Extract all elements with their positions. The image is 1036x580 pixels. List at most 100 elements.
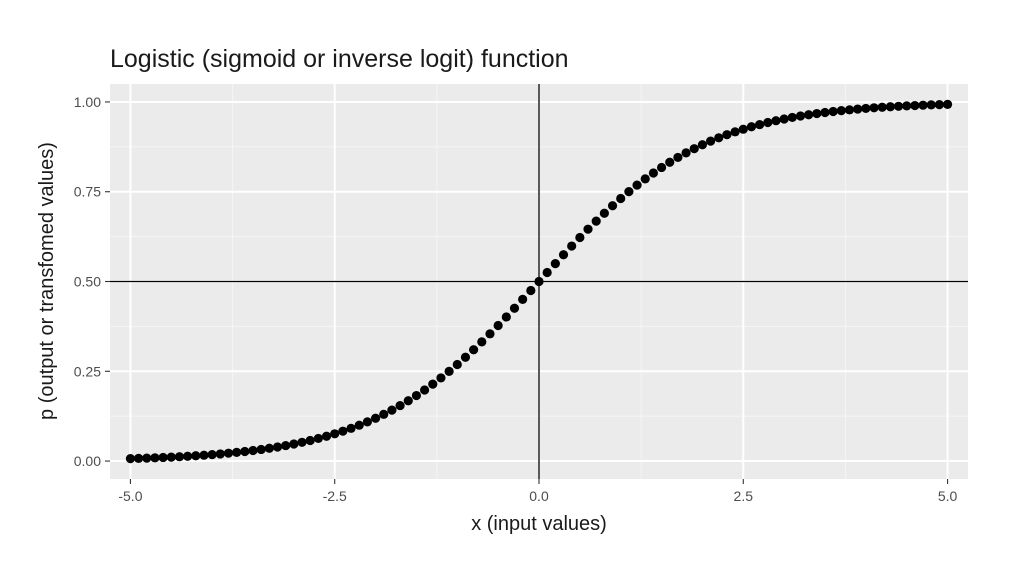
data-point	[681, 148, 691, 158]
data-point	[567, 241, 577, 251]
data-point	[526, 285, 536, 296]
data-point	[403, 396, 413, 406]
data-point	[142, 453, 152, 463]
data-point	[183, 451, 193, 461]
x-tick-label: -5.0	[118, 488, 142, 504]
data-point	[477, 337, 487, 347]
data-point	[697, 140, 708, 150]
y-tick-label: 0.75	[74, 184, 101, 200]
data-point	[542, 267, 552, 278]
data-point	[281, 440, 291, 451]
data-point	[223, 448, 234, 458]
x-axis-ticks: -5.0 -2.5 0.0 2.5 5.0	[118, 479, 958, 504]
data-point	[199, 450, 209, 460]
data-point	[411, 390, 422, 401]
data-point	[656, 162, 667, 173]
data-point	[853, 104, 863, 114]
data-point	[518, 294, 528, 304]
data-point	[665, 157, 675, 167]
data-point	[264, 443, 274, 453]
data-point	[861, 103, 871, 114]
y-axis-title: p (output or transfomed values)	[36, 142, 58, 420]
data-point	[240, 446, 250, 457]
data-point	[207, 449, 217, 460]
data-point	[616, 193, 626, 204]
data-point	[934, 100, 945, 110]
data-point	[583, 224, 593, 234]
data-point	[256, 444, 266, 455]
data-point	[730, 127, 740, 137]
data-point	[942, 99, 953, 109]
x-tick-label: 5.0	[938, 488, 958, 504]
data-point	[354, 420, 364, 430]
data-point	[125, 454, 136, 464]
y-tick-label: 1.00	[74, 94, 101, 110]
data-point	[215, 449, 225, 459]
data-point	[509, 303, 520, 313]
data-point	[918, 100, 928, 110]
data-point	[387, 405, 397, 415]
data-point	[297, 437, 307, 447]
data-point	[779, 114, 789, 124]
data-point	[444, 366, 454, 376]
data-point	[379, 409, 389, 419]
data-point	[771, 116, 781, 126]
x-tick-label: -2.5	[323, 488, 347, 504]
data-point	[836, 106, 846, 116]
x-tick-label: 2.5	[734, 488, 754, 504]
data-point	[362, 417, 372, 427]
x-tick-label: 0.0	[529, 488, 549, 504]
data-point	[624, 187, 634, 197]
data-point	[305, 435, 315, 446]
data-point	[591, 216, 601, 226]
data-point	[926, 100, 936, 110]
data-point	[910, 100, 920, 111]
data-point	[370, 413, 381, 423]
data-point	[844, 105, 855, 115]
y-tick-label: 0.25	[74, 363, 101, 379]
data-point	[738, 124, 748, 134]
data-point	[558, 250, 569, 260]
data-point	[436, 373, 446, 383]
data-point	[828, 106, 838, 117]
chart-title: Logistic (sigmoid or inverse logit) func…	[110, 45, 569, 73]
data-point	[607, 201, 618, 211]
data-point	[755, 119, 765, 130]
data-point	[272, 442, 283, 452]
y-axis-ticks: 0.00 0.25 0.50 0.75 1.00	[74, 94, 110, 469]
data-point	[428, 379, 438, 389]
data-point	[321, 431, 332, 441]
data-point	[575, 232, 585, 243]
data-point	[485, 329, 495, 339]
y-tick-label: 0.00	[74, 453, 101, 469]
data-point	[313, 433, 323, 444]
data-point	[714, 133, 724, 143]
data-point	[763, 117, 773, 128]
data-point	[174, 452, 185, 462]
data-point	[632, 180, 642, 190]
data-point	[689, 144, 699, 154]
data-point	[134, 453, 144, 463]
data-point	[395, 400, 405, 411]
data-point	[648, 168, 659, 178]
data-point	[338, 426, 348, 436]
data-point	[706, 136, 716, 146]
data-point	[150, 453, 160, 463]
data-point	[493, 320, 503, 331]
data-point	[550, 259, 560, 269]
data-point	[885, 102, 895, 112]
data-point	[869, 103, 879, 113]
data-point	[232, 447, 242, 457]
data-point	[804, 110, 814, 120]
data-point	[460, 352, 471, 362]
data-point	[640, 174, 650, 184]
data-point	[330, 429, 340, 439]
data-point	[746, 122, 757, 132]
data-point	[820, 107, 830, 118]
data-point	[902, 101, 912, 111]
data-point	[893, 101, 904, 111]
data-point	[191, 451, 201, 461]
y-tick-label: 0.50	[74, 274, 101, 290]
data-point	[420, 385, 430, 395]
